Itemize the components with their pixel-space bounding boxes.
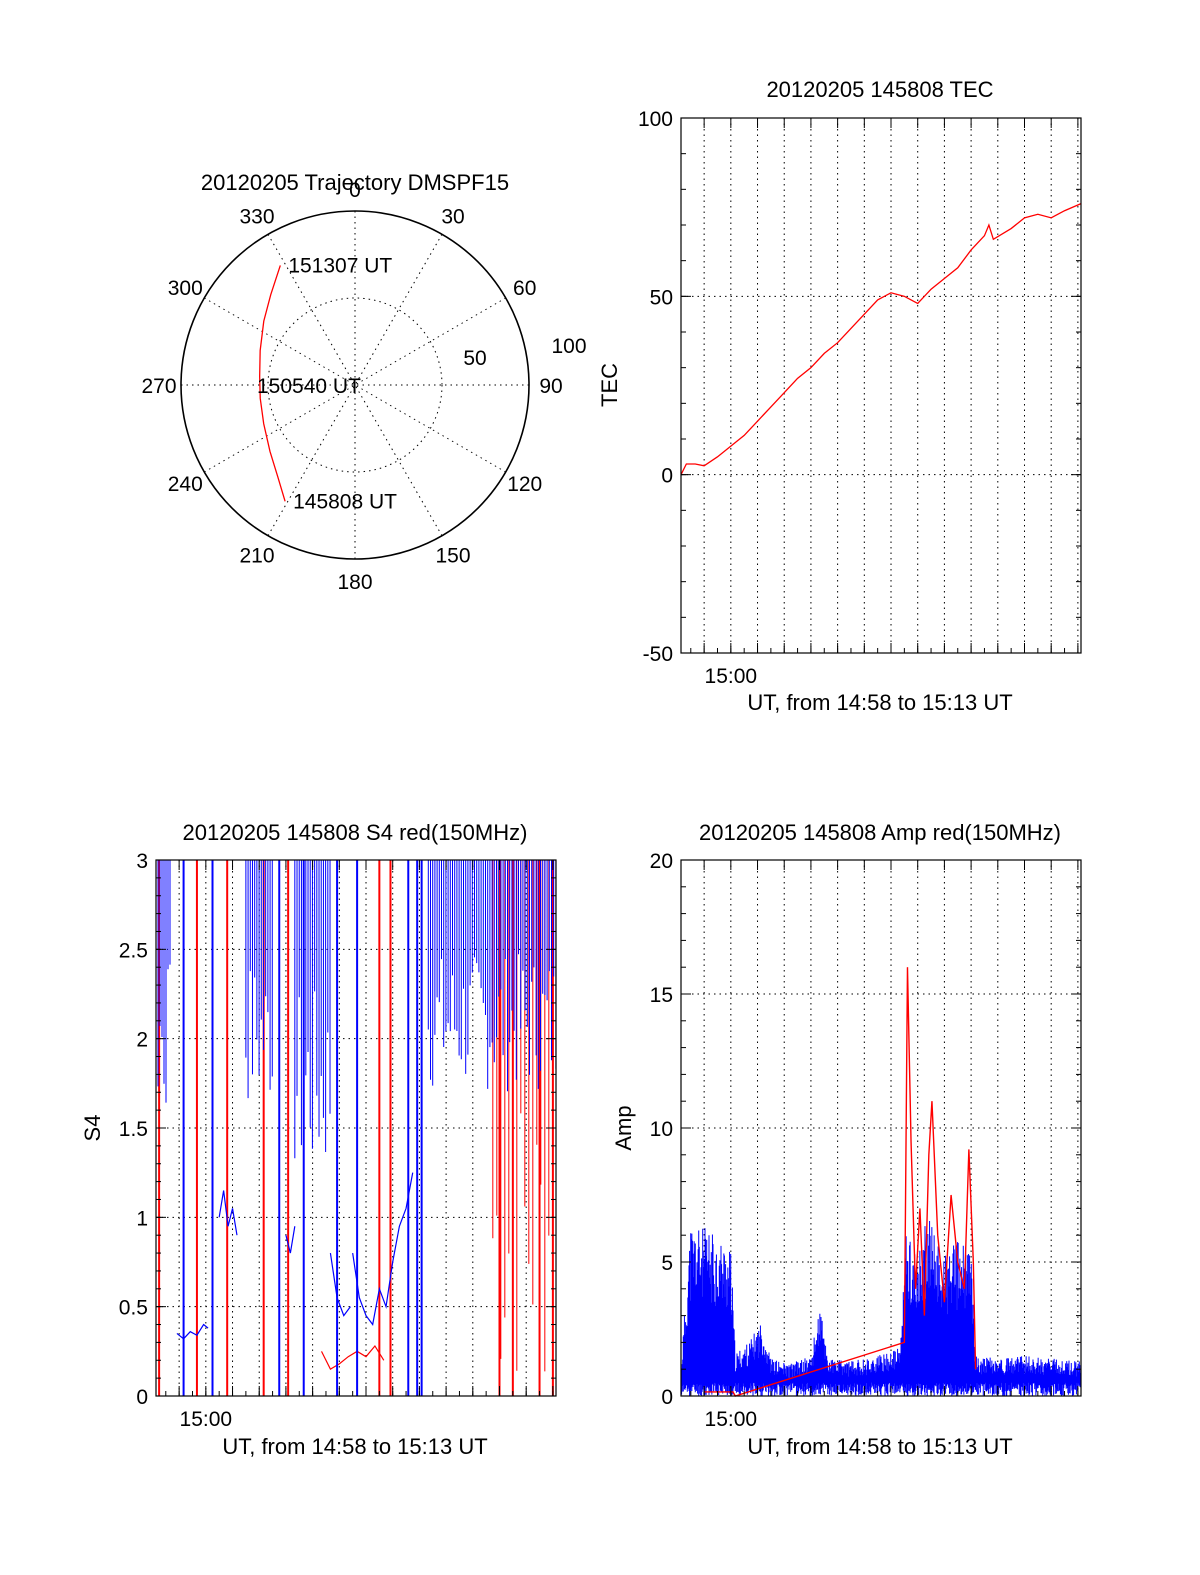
s4-ytick-label: 0.5: [119, 1297, 148, 1320]
s4-xtick-label: 15:00: [180, 1408, 233, 1431]
amp-series: [680, 967, 1082, 1397]
s4-ytick-label: 2.5: [119, 939, 148, 962]
amp-ytick-label: 15: [650, 984, 673, 1007]
tec-ticks: [681, 117, 1081, 654]
tec-grid: [681, 118, 1081, 653]
tec-xlabel: UT, from 14:58 to 15:13 UT: [747, 690, 1012, 715]
s4-blue-segment: [176, 1323, 209, 1340]
s4-title: 20120205 145808 S4 red(150MHz): [183, 820, 528, 845]
amp-xtick-label: 15:00: [705, 1408, 758, 1431]
amp-ytick-label: 10: [650, 1118, 673, 1141]
s4-blue-band: [245, 860, 273, 1099]
azimuth-label-60: 60: [513, 277, 536, 300]
amp-red-trace: [704, 967, 977, 1397]
s4-series: [155, 860, 557, 1396]
azimuth-label-120: 120: [507, 473, 542, 496]
radial-tick-100: 100: [551, 335, 586, 358]
trajectory-series: [259, 265, 286, 502]
azimuth-label-270: 270: [141, 375, 176, 398]
amp-ticks: [681, 859, 1081, 1397]
tec-xtick-label: 15:00: [705, 665, 758, 688]
amp-ytick-label: 5: [661, 1252, 673, 1275]
tec-ytick-label: 0: [661, 465, 673, 488]
radial-tick-50: 50: [463, 347, 486, 370]
tec-panel: 20120205 145808 TEC -50 0 50 100 15:00 U…: [597, 77, 1082, 715]
polar-grid: [180, 210, 530, 560]
tec-title: 20120205 145808 TEC: [766, 77, 993, 102]
amp-xlabel: UT, from 14:58 to 15:13 UT: [747, 1434, 1012, 1459]
azimuth-label-300: 300: [168, 277, 203, 300]
s4-red-segment: [320, 1344, 385, 1371]
s4-ytick-label: 1.5: [119, 1118, 148, 1141]
s4-blue-band: [427, 860, 557, 1092]
polar-azimuth-labels: 0 30 60 90 120 150 180 210 240 270 300 3…: [141, 179, 562, 594]
s4-ytick-label: 3: [136, 850, 148, 873]
trajectory-line: [259, 265, 286, 502]
amp-ytick-label: 0: [661, 1386, 673, 1409]
s4-blue-segment: [285, 1226, 296, 1254]
trajectory-annotation-start: 145808 UT: [293, 490, 397, 513]
amp-grid: [681, 860, 1081, 1396]
azimuth-label-30: 30: [441, 205, 464, 228]
s4-blue-segment: [218, 1190, 238, 1236]
amp-ytick-label: 20: [650, 850, 673, 873]
trajectory-annotation-mid: 150540 UT: [257, 375, 361, 398]
amp-panel: 20120205 145808 Amp red(150MHz) 0 5 10 1…: [611, 820, 1082, 1459]
s4-ytick-label: 2: [136, 1029, 148, 1052]
trajectory-annotation-end: 151307 UT: [288, 254, 392, 277]
s4-ytick-label: 0: [136, 1386, 148, 1409]
amp-ylabel: Amp: [611, 1105, 636, 1150]
s4-ticks: [156, 859, 556, 1397]
azimuth-label-180: 180: [337, 571, 372, 594]
trajectory-panel: 20120205 Trajectory DMSPF15 0 30 60 90 1…: [141, 170, 586, 594]
azimuth-label-330: 330: [239, 205, 274, 228]
trajectory-title: 20120205 Trajectory DMSPF15: [201, 170, 509, 195]
tec-series: [680, 203, 1082, 475]
amp-plot-frame: [680, 859, 1082, 1397]
tec-ytick-label: -50: [643, 643, 673, 666]
tec-ytick-label: 50: [650, 286, 673, 309]
s4-panel: 20120205 145808 S4 red(150MHz) 0 0.5 1 1…: [80, 820, 557, 1459]
s4-ylabel: S4: [80, 1115, 105, 1142]
s4-xlabel: UT, from 14:58 to 15:13 UT: [222, 1434, 487, 1459]
s4-blue-segment: [329, 1252, 351, 1317]
azimuth-label-90: 90: [539, 375, 562, 398]
polar-inner-ring: [267, 297, 443, 473]
tec-line: [680, 203, 1082, 475]
azimuth-label-210: 210: [239, 545, 274, 568]
s4-blue-band: [294, 860, 331, 1159]
amp-title: 20120205 145808 Amp red(150MHz): [699, 820, 1061, 845]
s4-plot-frame: [155, 859, 557, 1397]
amp-blue-trace: [680, 1221, 1082, 1396]
azimuth-label-0: 0: [349, 179, 361, 202]
s4-blue-band: [155, 860, 171, 1103]
s4-grid: [156, 860, 556, 1396]
azimuth-label-150: 150: [435, 545, 470, 568]
tec-plot-frame: [680, 117, 1082, 654]
s4-blue-segment: [352, 1172, 414, 1326]
tec-ylabel: TEC: [597, 363, 622, 407]
s4-ytick-label: 1: [136, 1207, 148, 1230]
tec-ytick-label: 100: [638, 108, 673, 131]
azimuth-label-240: 240: [168, 473, 203, 496]
